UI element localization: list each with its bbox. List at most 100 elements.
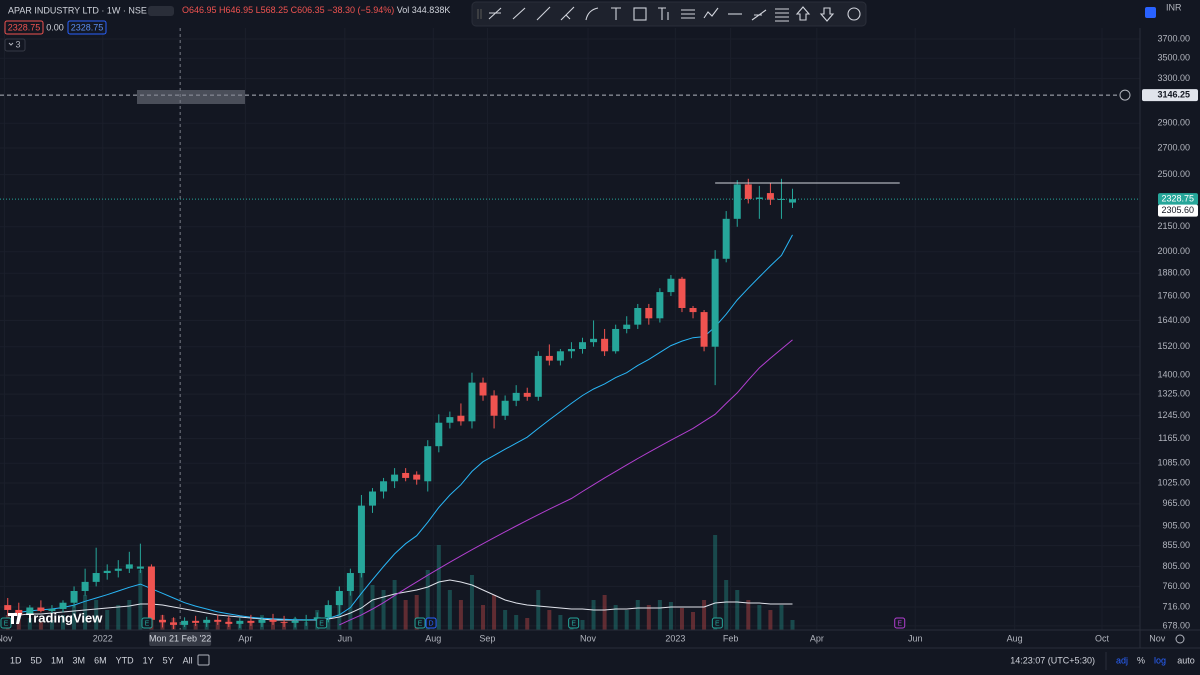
candle-body (136, 566, 144, 569)
volume-bar (447, 590, 452, 630)
event-marker[interactable] (0, 617, 12, 629)
visibility-toggle[interactable] (148, 6, 174, 16)
compare-icon[interactable] (1145, 7, 1156, 18)
tool-lines[interactable] (775, 8, 789, 22)
event-marker[interactable] (414, 617, 426, 629)
tool-arrow[interactable] (560, 6, 575, 21)
tool-note[interactable] (658, 7, 669, 20)
event-marker[interactable] (894, 617, 906, 629)
indicators-toggle[interactable] (4, 38, 26, 52)
y-tick-label: 1880.00 (1157, 268, 1190, 278)
volume-bar (514, 615, 519, 630)
candle-body (158, 619, 166, 623)
range-button[interactable]: 5Y (163, 655, 174, 665)
currency[interactable]: INR (1166, 2, 1182, 12)
range-button[interactable]: 1D (10, 655, 22, 665)
y-tick-label: 1400.00 (1157, 370, 1190, 380)
x-tick-label: Nov (1149, 633, 1166, 643)
volume-bar (668, 602, 673, 630)
volume-bar (304, 622, 309, 630)
tool-brush[interactable] (751, 9, 767, 21)
range-button[interactable]: 5D (31, 655, 43, 665)
volume-bar (105, 610, 110, 630)
candle-body (766, 193, 774, 200)
high: H646.95 (219, 5, 253, 15)
candle-body (656, 292, 664, 319)
range-button[interactable]: 1M (51, 655, 64, 665)
x-tick-label: Aug (1007, 633, 1023, 643)
volume-bar (436, 545, 441, 630)
y-tick-label: 760.00 (1162, 581, 1190, 591)
tool-trendline[interactable] (536, 6, 551, 21)
tool-rect[interactable] (633, 7, 647, 21)
buy-button[interactable] (67, 20, 107, 35)
last-price-box (1158, 193, 1198, 206)
range-button[interactable]: 6M (94, 655, 107, 665)
candle-body (534, 355, 542, 397)
volume-bar (49, 620, 54, 630)
tool-fib[interactable] (681, 9, 695, 19)
prev-close-box (1158, 204, 1198, 217)
volume-bar (215, 622, 220, 630)
tool-curve[interactable] (585, 7, 599, 21)
adj-toggle[interactable]: adj (1116, 655, 1128, 665)
candle-body (170, 622, 178, 625)
event-marker[interactable] (141, 617, 153, 629)
x-tick-label: 2022 (93, 633, 113, 643)
volume-bar (61, 615, 66, 630)
candle-body (37, 607, 45, 611)
event-marker[interactable] (711, 617, 723, 629)
tool-cross[interactable] (488, 7, 502, 20)
candle-body (623, 324, 631, 329)
tool-pattern[interactable] (703, 7, 719, 19)
sell-price: 2328.75 (8, 22, 41, 32)
alert-label-box (1142, 89, 1198, 102)
volume-bar (116, 605, 121, 630)
drag-handle[interactable] (477, 9, 482, 19)
volume-bar (646, 605, 651, 630)
candle-body (70, 590, 78, 603)
event-label: E (897, 620, 902, 627)
range-button[interactable]: 3M (73, 655, 86, 665)
volume-bar (359, 560, 364, 630)
volume-bar (702, 600, 707, 630)
auto-toggle[interactable]: auto (1177, 655, 1195, 665)
candle-body (711, 258, 719, 347)
percent-toggle[interactable]: % (1137, 655, 1145, 665)
volume-bar (768, 610, 773, 630)
range-button[interactable]: YTD (116, 655, 135, 665)
date-range-icon[interactable] (197, 654, 210, 666)
y-tick-label: 2150.00 (1157, 221, 1190, 231)
tool-down[interactable] (819, 7, 835, 22)
range-button[interactable]: All (183, 655, 193, 665)
event-label: E (571, 620, 576, 627)
candle-body (15, 609, 23, 615)
event-marker[interactable] (568, 617, 580, 629)
range-button[interactable]: 1Y (143, 655, 154, 665)
x-tick-label: Sep (479, 633, 495, 643)
x-tick-label: Nov (580, 633, 597, 643)
clock: 14:23:07 (UTC+5:30) (1010, 655, 1095, 665)
candle-body (214, 619, 222, 622)
tool-text[interactable] (611, 7, 621, 20)
tool-more[interactable] (847, 7, 861, 21)
candle-body (457, 415, 465, 422)
chevron (8, 42, 14, 46)
tool-up[interactable] (795, 6, 811, 21)
add-alert[interactable] (1119, 89, 1131, 101)
settings-icon[interactable] (1175, 634, 1185, 644)
volume-bar (536, 590, 541, 630)
change: −38.30 (−5.94%) (327, 5, 394, 15)
volume-bar (757, 605, 762, 630)
log-toggle[interactable]: log (1154, 655, 1166, 665)
event-marker[interactable] (425, 617, 437, 629)
sell-button[interactable] (4, 20, 44, 35)
event-label: E (715, 620, 720, 627)
event-marker[interactable] (316, 617, 328, 629)
candle-body (479, 382, 487, 396)
volume-bar (271, 620, 276, 630)
tool-ray[interactable] (512, 7, 526, 20)
candle-body (689, 307, 697, 313)
volume-bar (381, 590, 386, 630)
candle-body (777, 198, 785, 200)
